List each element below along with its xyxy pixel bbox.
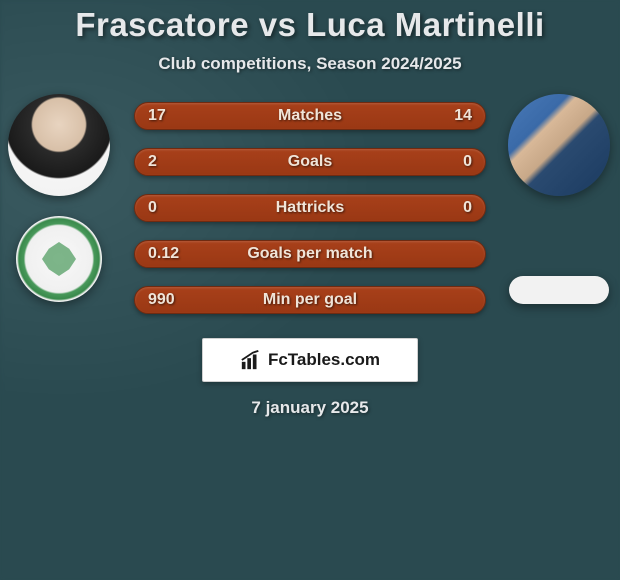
content-wrap: Frascatore vs Luca Martinelli Club compe… bbox=[0, 0, 620, 580]
stat-left-value: 17 bbox=[134, 107, 194, 125]
stat-row: 0 Hattricks 0 bbox=[134, 194, 486, 222]
stat-label: Matches bbox=[194, 107, 426, 125]
subtitle: Club competitions, Season 2024/2025 bbox=[158, 54, 461, 74]
watermark-logo-box: FcTables.com bbox=[202, 338, 418, 382]
stat-left-value: 990 bbox=[134, 291, 194, 309]
stat-left-value: 0 bbox=[134, 199, 194, 217]
stat-label: Min per goal bbox=[194, 291, 426, 309]
stat-right-value: 0 bbox=[426, 199, 486, 217]
stat-right-value: 0 bbox=[426, 153, 486, 171]
stat-row: 0.12 Goals per match bbox=[134, 240, 486, 268]
watermark-text: FcTables.com bbox=[268, 350, 380, 370]
stat-row: 2 Goals 0 bbox=[134, 148, 486, 176]
player2-column bbox=[508, 94, 610, 304]
stat-left-value: 0.12 bbox=[134, 245, 194, 263]
player1-avatar bbox=[8, 94, 110, 196]
stat-left-value: 2 bbox=[134, 153, 194, 171]
stat-label: Goals bbox=[194, 153, 426, 171]
stat-row: 17 Matches 14 bbox=[134, 102, 486, 130]
stat-right-value: 14 bbox=[426, 107, 486, 125]
stat-label: Goals per match bbox=[194, 245, 426, 263]
player1-column bbox=[8, 94, 110, 302]
player1-club-badge bbox=[16, 216, 102, 302]
page-title: Frascatore vs Luca Martinelli bbox=[75, 6, 544, 44]
stats-table: 17 Matches 14 2 Goals 0 0 Hattricks 0 0.… bbox=[134, 102, 486, 314]
player2-avatar bbox=[508, 94, 610, 196]
comparison-area: 17 Matches 14 2 Goals 0 0 Hattricks 0 0.… bbox=[0, 102, 620, 418]
chart-icon bbox=[240, 349, 262, 371]
player2-club-badge bbox=[509, 276, 609, 304]
date-line: 7 january 2025 bbox=[0, 398, 620, 418]
stat-label: Hattricks bbox=[194, 199, 426, 217]
stat-row: 990 Min per goal bbox=[134, 286, 486, 314]
